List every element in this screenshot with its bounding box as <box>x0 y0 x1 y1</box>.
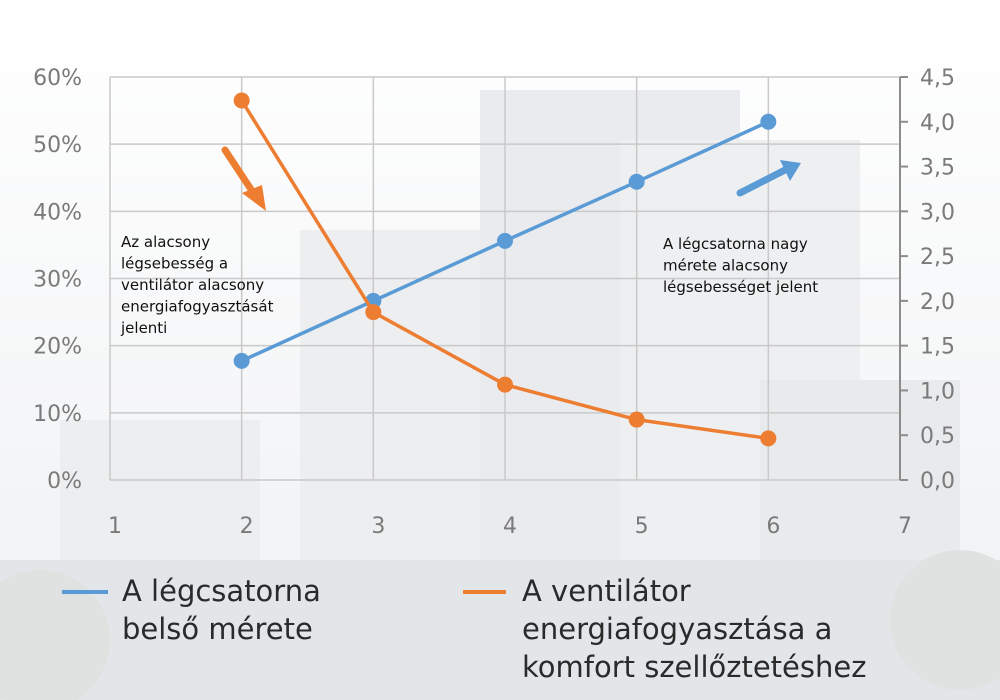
x-tick-label: 6 <box>766 514 780 539</box>
right-tick-label: 0,5 <box>920 424 955 449</box>
x-tick-label: 7 <box>898 514 912 539</box>
data-point <box>497 232 513 249</box>
legend-entry-1: A légcsatorna belső mérete <box>62 574 321 646</box>
arrow-head-icon <box>780 160 801 181</box>
data-point <box>628 411 645 428</box>
legend-label-line: komfort szellőztetéshez <box>522 650 866 684</box>
legend: A légcsatorna belső mérete A ventilátor ene… <box>62 574 866 684</box>
annotation-line: légsebesség a <box>121 255 228 273</box>
right-tick-label: 0,0 <box>920 469 955 494</box>
legend-label-line: belső mérete <box>122 612 313 646</box>
x-tick-label: 1 <box>108 514 122 539</box>
left-tick-label: 10% <box>33 402 82 427</box>
right-tick-label: 1,5 <box>920 335 955 360</box>
annotation-text: Az alacsony légsebesség a ventilátor alacs… <box>120 233 274 337</box>
left-tick-label: 30% <box>33 268 82 293</box>
legend-label-line: A ventilátor <box>522 574 691 608</box>
series-layer <box>233 92 777 447</box>
right-tick-label: 3,0 <box>920 200 955 225</box>
data-point <box>365 304 382 321</box>
left-tick-label: 0% <box>47 469 82 494</box>
right-tick-label: 4,0 <box>920 111 955 136</box>
annotation-right: A légcsatorna nagy mérete alacsony légsebe… <box>663 160 818 296</box>
right-tick-label: 1,0 <box>920 379 955 404</box>
data-point <box>760 113 777 130</box>
left-axis: 0% 10% 20% 30% 40% 50% 60% <box>33 66 82 494</box>
x-tick-label: 5 <box>635 514 649 539</box>
data-point <box>233 352 250 369</box>
arrow-head-icon <box>242 185 266 211</box>
annotations-layer: Az alacsony légsebesség a ventilátor alacs… <box>120 146 818 337</box>
left-tick-label: 20% <box>33 335 82 360</box>
right-tick-label: 3,5 <box>920 156 955 181</box>
data-point <box>233 92 250 109</box>
right-axis: 0,0 0,5 1,0 1,5 2,0 2,5 3,0 3,5 4,0 4,5 <box>899 66 955 494</box>
right-tick-label: 2,0 <box>920 290 955 315</box>
legend-label-line: energiafogyasztása a <box>522 612 832 646</box>
annotation-line: mérete alacsony <box>663 257 788 275</box>
annotation-line: ventilátor alacsony <box>121 276 264 294</box>
annotation-text: A légcsatorna nagy mérete alacsony légsebe… <box>663 235 818 296</box>
legend-entry-2: A ventilátor energiafogyasztása a komfort … <box>463 574 866 684</box>
x-tick-label: 2 <box>240 514 254 539</box>
left-tick-label: 40% <box>33 200 82 225</box>
annotation-line: energiafogyasztását <box>121 298 274 316</box>
annotation-line: légsebességet jelent <box>663 278 818 296</box>
left-tick-label: 50% <box>33 133 82 158</box>
legend-label: A légcsatorna belső mérete <box>122 574 321 646</box>
annotation-line: Az alacsony <box>121 233 210 251</box>
data-point <box>497 376 513 393</box>
annotation-left: Az alacsony légsebesség a ventilátor alacs… <box>120 146 274 337</box>
legend-label-line: A légcsatorna <box>122 574 321 608</box>
legend-label: A ventilátor energiafogyasztása a komfort … <box>522 574 866 684</box>
data-point <box>628 173 645 190</box>
series-2 <box>233 92 777 447</box>
data-point <box>760 430 777 447</box>
arrow-up-icon <box>736 166 789 197</box>
x-tick-label: 3 <box>371 514 385 539</box>
right-tick-label: 2,5 <box>920 245 955 270</box>
x-axis: 1 2 3 4 5 6 7 <box>108 514 912 539</box>
annotation-line: A légcsatorna nagy <box>663 235 808 253</box>
annotation-line: jelenti <box>120 319 167 337</box>
right-tick-label: 4,5 <box>920 66 955 91</box>
x-tick-label: 4 <box>503 514 517 539</box>
left-tick-label: 60% <box>33 66 82 91</box>
